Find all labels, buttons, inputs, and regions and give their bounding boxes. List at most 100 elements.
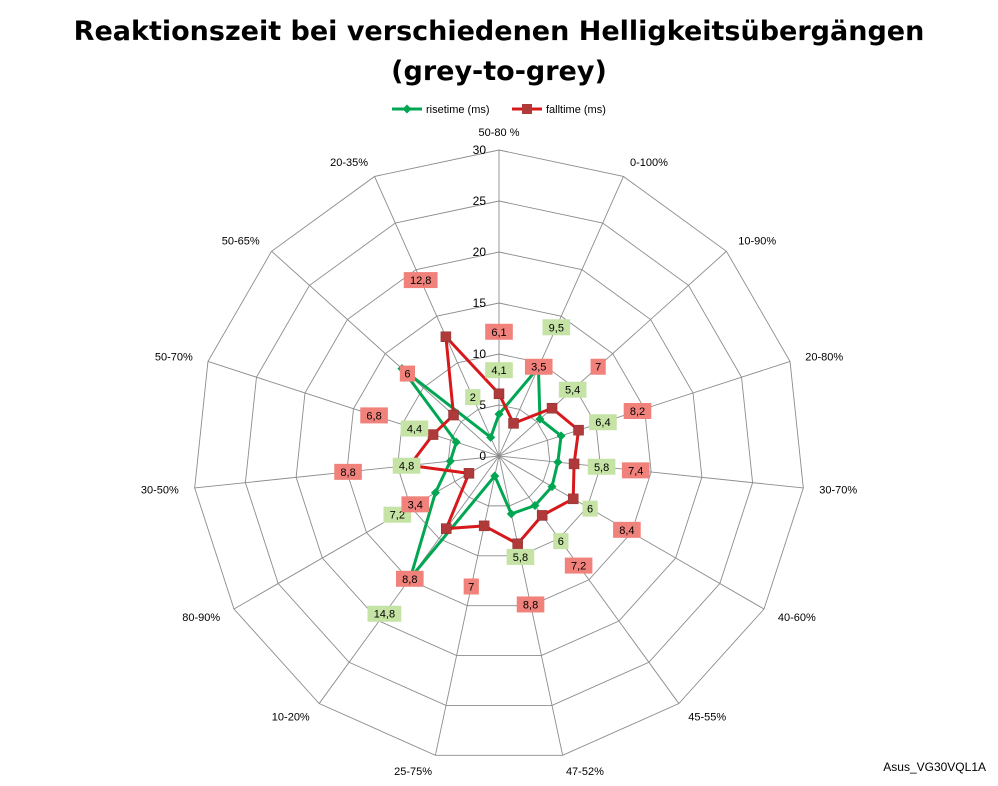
data-label-bg: [516, 596, 545, 613]
data-label: 6,8: [366, 410, 381, 422]
data-point: [478, 520, 490, 532]
data-label: 5,4: [565, 385, 580, 397]
series-line: [408, 335, 581, 546]
category-label: 50-70%: [155, 351, 193, 363]
data-label-bg: [524, 358, 553, 375]
series-risetime: [397, 362, 566, 583]
data-label: 6: [404, 369, 410, 381]
data-point: [445, 456, 455, 466]
category-label: 30-70%: [819, 485, 857, 497]
data-label-bg: [587, 458, 616, 475]
data-label-bg: [623, 402, 652, 419]
data-point: [508, 418, 519, 429]
category-label: 10-90%: [738, 236, 776, 248]
data-label-bg: [465, 389, 481, 406]
data-label-bg: [590, 358, 606, 375]
data-point: [556, 431, 566, 441]
data-point: [463, 468, 475, 479]
data-label-bg: [395, 570, 424, 587]
data-label-bg: [553, 533, 569, 550]
data-point: [451, 437, 461, 447]
data-point: [430, 488, 440, 498]
category-label: 20-35%: [330, 157, 368, 169]
data-point: [512, 538, 523, 550]
r-tick-label: 15: [473, 296, 487, 310]
r-tick-label: 0: [479, 449, 486, 463]
grid-spoke: [498, 176, 624, 457]
chart-title: Reaktionszeit bei verschiedenen Helligke…: [0, 12, 998, 92]
data-point: [536, 510, 548, 521]
grid-spoke: [498, 455, 804, 489]
series-line: [400, 365, 563, 580]
data-label: 14,8: [374, 609, 395, 621]
data-label: 4,8: [399, 461, 414, 473]
category-label: 40-60%: [778, 612, 816, 624]
data-label: 8,8: [340, 467, 355, 479]
data-label-bg: [403, 272, 438, 289]
data-label-bg: [360, 407, 388, 424]
data-label: 6,4: [595, 417, 610, 429]
data-label: 7: [468, 581, 474, 593]
grid-ring: [346, 302, 652, 607]
data-label-bg: [401, 496, 430, 513]
data-label: 6: [558, 536, 564, 548]
data-label: 8,8: [523, 599, 538, 611]
data-label: 5,8: [594, 462, 609, 474]
data-point: [440, 523, 452, 534]
category-label: 20-80%: [805, 351, 843, 363]
data-label-bg: [400, 420, 429, 437]
data-label: 9,5: [549, 322, 564, 334]
data-point: [535, 414, 545, 424]
data-label-bg: [582, 500, 598, 517]
data-point: [568, 458, 580, 470]
data-point: [546, 402, 558, 414]
data-point: [493, 388, 505, 400]
data-label-bg: [613, 521, 641, 538]
data-label: 7,2: [571, 561, 586, 573]
data-label-bg: [334, 463, 362, 480]
data-label: 12,8: [410, 275, 431, 287]
data-label-bg: [558, 381, 587, 398]
category-label: 47-52%: [566, 766, 604, 778]
data-label: 6,1: [491, 327, 506, 339]
data-label-bg: [621, 462, 650, 479]
chart-title-line1: Reaktionszeit bei verschiedenen Helligke…: [73, 16, 925, 47]
legend-label: risetime (ms): [426, 104, 490, 116]
chart-title-line2: (grey-to-grey): [391, 56, 607, 87]
r-tick-label: 5: [479, 398, 486, 412]
data-point: [567, 493, 579, 505]
r-tick-label: 20: [473, 245, 487, 259]
data-label: 6: [587, 504, 593, 516]
data-point: [547, 482, 557, 492]
grid-spoke: [271, 250, 500, 457]
grid-ring: [295, 251, 703, 656]
grid-spoke: [434, 455, 500, 756]
data-label-bg: [506, 548, 535, 565]
category-label: 45-55%: [688, 712, 726, 724]
data-label-bg: [367, 605, 402, 622]
data-point: [427, 429, 439, 440]
radar-grid: [194, 149, 804, 756]
data-label: 3,5: [531, 362, 546, 374]
source-label: Asus_VG30VQL1A: [883, 760, 986, 774]
legend-label: falltime (ms): [546, 104, 606, 116]
grid-spoke: [498, 250, 727, 457]
category-label: 10-20%: [272, 712, 310, 724]
grid-spoke: [374, 176, 500, 457]
grid-spoke: [498, 455, 680, 704]
grid-ring: [397, 353, 601, 557]
data-label-bg: [463, 578, 479, 595]
data-point: [448, 409, 459, 421]
data-label: 5,8: [513, 552, 528, 564]
legend: risetime (ms) falltime (ms): [392, 104, 606, 116]
grid-spoke: [233, 455, 500, 610]
data-point: [486, 432, 496, 442]
data-labels-risetime: 4,1 9,5 5,4 6,4 5,8 6 6 5,8 14,8 7,2 4,8 4,4 2: [367, 319, 617, 622]
legend-marker: [402, 104, 412, 114]
grid-ring: [447, 404, 551, 507]
r-tick-label: 25: [473, 194, 487, 208]
data-label: 4,4: [407, 424, 422, 436]
data-label: 7,4: [628, 465, 643, 477]
data-point: [553, 457, 563, 467]
